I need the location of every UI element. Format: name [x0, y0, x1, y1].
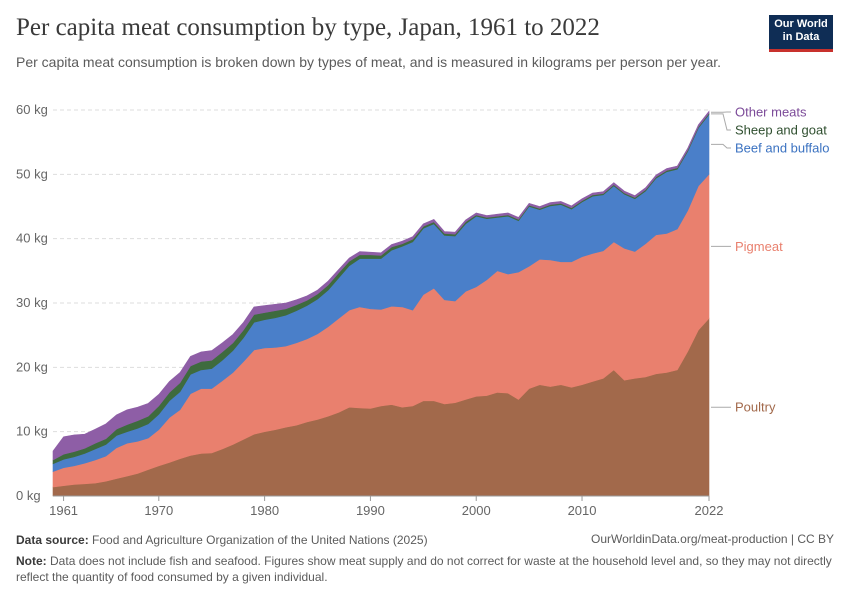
source-url-link[interactable]: OurWorldinData.org/meat-production | CC … — [591, 532, 834, 546]
area-other-meats — [52, 110, 710, 461]
x-tick-label: 1961 — [49, 503, 78, 518]
owid-logo[interactable]: Our World in Data — [769, 15, 833, 52]
legend-label: Pigmeat — [735, 239, 783, 254]
source-text: Food and Agriculture Organization of the… — [92, 533, 428, 547]
x-tick-label: 1970 — [144, 503, 173, 518]
stacked-area-chart: 0 kg 10 kg 20 kg 30 kg 40 kg 50 kg 60 kg 1961 19… — [16, 102, 829, 518]
legend-connector — [711, 143, 731, 149]
y-tick-label: 20 kg — [16, 359, 48, 374]
logo-line-1: Our World — [774, 18, 828, 30]
x-tick-label: 2000 — [462, 503, 491, 518]
x-tick-label: 1980 — [250, 503, 279, 518]
x-tick-label: 2022 — [695, 503, 724, 518]
data-source: Data source: Food and Agriculture Organi… — [16, 532, 834, 548]
x-tick-label: 2010 — [568, 503, 597, 518]
chart-note: Note: Data does not include fish and sea… — [16, 553, 834, 585]
x-tick-label: 1990 — [356, 503, 385, 518]
logo-line-2: in Data — [782, 31, 820, 43]
source-label: Data source: — [16, 533, 89, 547]
y-tick-label: 30 kg — [16, 295, 48, 310]
chart-subtitle: Per capita meat consumption is broken do… — [16, 54, 722, 70]
legend-connector — [711, 113, 731, 131]
y-tick-label: 60 kg — [16, 102, 48, 117]
y-tick-label: 0 kg — [16, 488, 41, 503]
y-tick-label: 10 kg — [16, 424, 48, 439]
note-label: Note: — [16, 554, 47, 568]
y-tick-label: 50 kg — [16, 166, 48, 181]
legend-label: Sheep and goat — [735, 123, 827, 138]
note-text: Data does not include fish and seafood. … — [16, 554, 832, 584]
y-tick-label: 40 kg — [16, 231, 48, 246]
chart-title: Per capita meat consumption by type, Jap… — [16, 14, 600, 41]
legend-label: Other meats — [735, 105, 807, 120]
legend-label: Poultry — [735, 400, 776, 415]
legend-label: Beef and buffalo — [735, 141, 829, 156]
